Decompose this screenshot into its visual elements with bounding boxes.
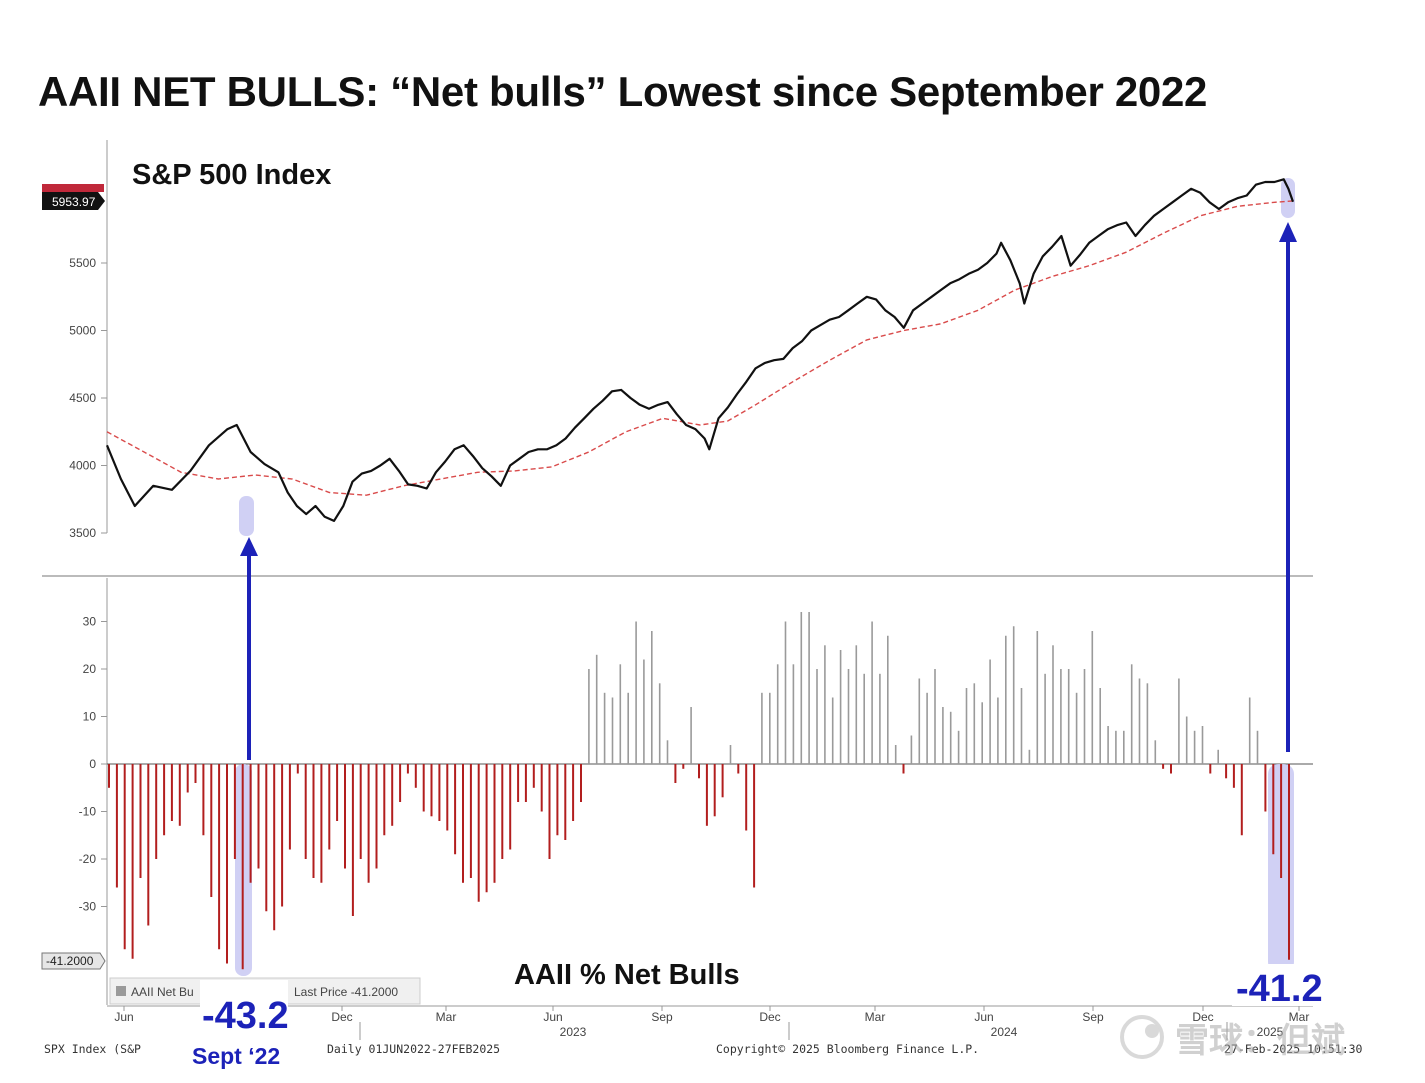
x-month-label: Jun: [543, 1010, 562, 1024]
bar-tick-label: 10: [83, 710, 97, 724]
x-month-label: Dec: [331, 1010, 352, 1024]
sept-callout-value: -43.2: [202, 995, 289, 1037]
price-tick-label: 3500: [69, 526, 96, 540]
price-y-axis: 5500 5000 4500 4000 3500: [69, 256, 107, 540]
bar-tick-label: -10: [79, 805, 97, 819]
last-price-tag-text: 5953.97: [52, 195, 96, 209]
spx-panel-title: S&P 500 Index: [132, 159, 331, 191]
legend-series-label: AAII Net Bu: [131, 985, 194, 999]
x-month-label: Dec: [1192, 1010, 1213, 1024]
x-month-label: Sep: [1082, 1010, 1104, 1024]
bars-y-axis: 30 20 10 0 -10 -20 -30: [79, 615, 107, 914]
moving-average-line: [106, 200, 1294, 496]
footer-center: Daily 01JUN2022-27FEB2025: [327, 1042, 500, 1056]
bars-panel-title: AAII % Net Bulls: [514, 959, 740, 991]
sept-callout-label: Sept ‘22: [192, 1043, 280, 1069]
slide-title: AAII NET BULLS: “Net bulls” Lowest since…: [38, 68, 1208, 115]
x-month-label: Mar: [1289, 1010, 1310, 1024]
x-month-label: Mar: [436, 1010, 457, 1024]
price-tick-label: 5000: [69, 324, 96, 338]
spx-price-line: [105, 178, 1295, 523]
latest-annotation-arrow: [1279, 222, 1297, 752]
sept-callout-bg: [200, 980, 288, 1036]
last-price-tag-box: [42, 192, 105, 210]
last-value-tag-text: -41.2000: [46, 954, 94, 968]
price-tick-label: 5500: [69, 256, 96, 270]
watermark: 雪球：但斌: [1120, 1015, 1345, 1061]
latest-callout-value: -41.2: [1236, 968, 1323, 1010]
footer-copyright: Copyright© 2025 Bloomberg Finance L.P.: [716, 1042, 979, 1056]
x-year-label: 2025: [1257, 1025, 1284, 1039]
sept-price-highlight: [239, 496, 254, 536]
x-month-label: Mar: [865, 1010, 886, 1024]
x-axis: Jun Dec Mar Jun Sep Dec Mar Jun Sep Dec Mar 2023 202…: [114, 1006, 1309, 1040]
bar-tick-label: 30: [83, 615, 97, 629]
footer-right: 27-Feb-2025 10:51:30: [1224, 1042, 1363, 1056]
latest-price-highlight: [1281, 178, 1295, 218]
x-year-label: 2023: [560, 1025, 587, 1039]
price-tick-label: 4500: [69, 391, 96, 405]
latest-callout-bg: [1232, 964, 1320, 1006]
bar-tick-label: -30: [79, 900, 97, 914]
bar-tick-label: 20: [83, 662, 97, 676]
legend-last-price: Last Price -41.2000: [294, 985, 398, 999]
price-tick-label: 4000: [69, 459, 96, 473]
watermark-logo-icon: [1120, 1015, 1164, 1059]
legend-swatch: [116, 986, 126, 996]
x-month-label: Sep: [651, 1010, 673, 1024]
x-month-label: Jun: [974, 1010, 993, 1024]
bar-tick-label: 0: [89, 757, 96, 771]
sept-annotation-arrow: [240, 537, 258, 760]
footer-left: SPX Index (S&P: [44, 1042, 141, 1056]
net-bulls-bars: [108, 612, 1290, 970]
watermark-text: 雪球：但斌: [1175, 1021, 1345, 1061]
x-year-label: 2024: [991, 1025, 1018, 1039]
x-month-label: Dec: [759, 1010, 780, 1024]
last-price-tag-red: [42, 184, 104, 192]
x-month-label: Jun: [114, 1010, 133, 1024]
last-value-tag-box: [41, 952, 106, 970]
bar-tick-label: -20: [79, 852, 97, 866]
